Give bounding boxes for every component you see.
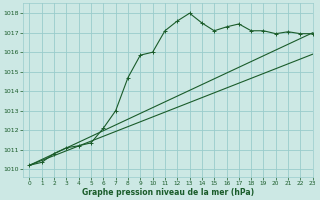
X-axis label: Graphe pression niveau de la mer (hPa): Graphe pression niveau de la mer (hPa) xyxy=(82,188,254,197)
